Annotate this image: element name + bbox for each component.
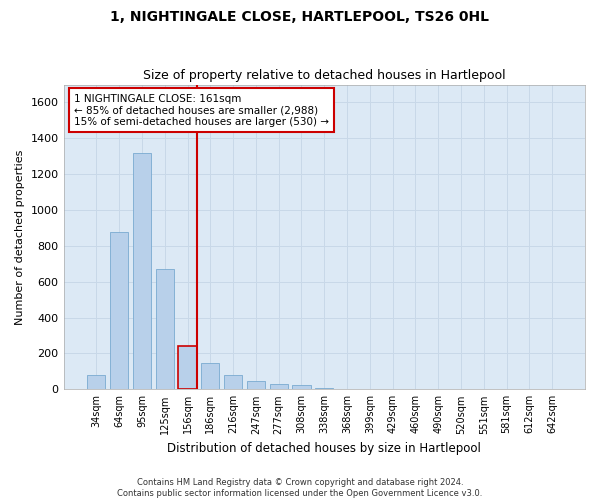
Bar <box>224 375 242 390</box>
Bar <box>247 381 265 390</box>
Bar <box>110 232 128 390</box>
Bar <box>178 346 197 390</box>
Bar <box>269 384 288 390</box>
Bar <box>201 364 220 390</box>
Bar <box>155 269 174 390</box>
Bar <box>315 388 334 390</box>
Title: Size of property relative to detached houses in Hartlepool: Size of property relative to detached ho… <box>143 69 506 82</box>
X-axis label: Distribution of detached houses by size in Hartlepool: Distribution of detached houses by size … <box>167 442 481 455</box>
Text: Contains HM Land Registry data © Crown copyright and database right 2024.
Contai: Contains HM Land Registry data © Crown c… <box>118 478 482 498</box>
Bar <box>87 375 106 390</box>
Bar <box>338 389 356 390</box>
Y-axis label: Number of detached properties: Number of detached properties <box>15 149 25 324</box>
Bar <box>133 152 151 390</box>
Text: 1, NIGHTINGALE CLOSE, HARTLEPOOL, TS26 0HL: 1, NIGHTINGALE CLOSE, HARTLEPOOL, TS26 0… <box>110 10 490 24</box>
Bar <box>178 346 197 390</box>
Bar <box>292 385 311 390</box>
Text: 1 NIGHTINGALE CLOSE: 161sqm
← 85% of detached houses are smaller (2,988)
15% of : 1 NIGHTINGALE CLOSE: 161sqm ← 85% of det… <box>74 94 329 127</box>
